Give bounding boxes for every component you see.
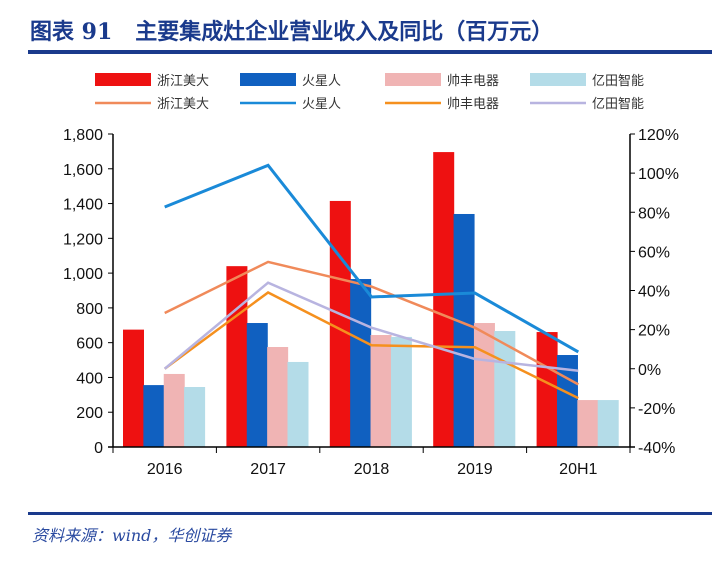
left-tick-label: 1,000 (63, 266, 103, 283)
legend-bar-swatch (240, 73, 296, 86)
figure-title: 图表 91 主要集成灶企业营业收入及同比（百万元） (30, 19, 554, 45)
bar-火星人-2016 (143, 385, 165, 447)
left-tick-label: 600 (76, 336, 103, 353)
legend-line-label: 亿田智能 (592, 96, 644, 111)
bar-亿田智能-2016 (184, 387, 206, 447)
line-亿田智能 (163, 281, 579, 372)
right-tick-label: 80% (638, 205, 670, 222)
legend-bar-label: 帅丰电器 (447, 73, 499, 88)
bar-帅丰电器-2018 (370, 335, 392, 447)
bar-火星人-2019 (453, 213, 475, 447)
bar-浙江美大-2016 (123, 329, 144, 447)
bar-亿田智能-20H1 (597, 400, 619, 447)
left-tick-label: 400 (76, 370, 103, 387)
right-tick-label: 40% (638, 284, 670, 301)
bar-火星人-2017 (246, 323, 268, 447)
line-火星人 (164, 163, 580, 354)
footer-divider (28, 512, 712, 515)
legend-bar-swatch (385, 73, 441, 86)
right-tick-label: 100% (638, 166, 679, 183)
left-tick-label: 0 (94, 440, 103, 457)
left-tick-label: 1,400 (63, 197, 103, 214)
bar-浙江美大-2017 (226, 266, 248, 447)
right-tick-label: 120% (638, 127, 679, 144)
legend-bar-swatch (95, 73, 151, 86)
x-tick-label: 2019 (457, 461, 493, 478)
bar-帅丰电器-20H1 (577, 400, 599, 447)
right-tick-label: 0% (638, 362, 661, 379)
right-tick-label: -40% (638, 440, 675, 457)
left-tick-label: 1,600 (63, 162, 103, 179)
left-tick-label: 200 (76, 405, 103, 422)
x-tick-label: 2016 (147, 461, 183, 478)
bar-帅丰电器-2017 (267, 347, 289, 447)
bar-浙江美大-20H1 (536, 332, 558, 447)
x-tick-label: 20H1 (559, 461, 597, 478)
title-divider (28, 50, 712, 54)
bar-帅丰电器-2016 (163, 373, 185, 447)
bar-亿田智能-2017 (287, 361, 309, 447)
x-tick-label: 2018 (354, 461, 390, 478)
bar-浙江美大-2019 (433, 152, 455, 447)
legend-line-label: 火星人 (302, 96, 341, 111)
bar-帅丰电器-2019 (473, 323, 495, 447)
legend-line-label: 浙江美大 (157, 96, 209, 111)
line-帅丰电器 (163, 290, 579, 400)
bar-火星人-2018 (350, 279, 372, 447)
left-tick-label: 1,800 (63, 127, 103, 144)
bar-亿田智能-2018 (390, 336, 412, 447)
x-tick-label: 2017 (250, 461, 286, 478)
legend-line-label: 帅丰电器 (447, 96, 499, 111)
bar-浙江美大-2018 (329, 200, 351, 447)
bar-火星人-20H1 (556, 355, 578, 447)
right-tick-label: -20% (638, 401, 675, 418)
source-note: 资料来源：wind，华创证券 (32, 526, 232, 545)
legend-bar-swatch (530, 73, 586, 86)
legend-bar-label: 浙江美大 (157, 73, 209, 88)
left-tick-label: 800 (76, 301, 103, 318)
right-tick-label: 60% (638, 244, 670, 261)
legend-bar-label: 亿田智能 (592, 73, 644, 88)
right-tick-label: 20% (638, 323, 670, 340)
line-浙江美大 (164, 260, 579, 386)
left-tick-label: 1,200 (63, 231, 103, 248)
legend-bar-label: 火星人 (302, 73, 341, 88)
